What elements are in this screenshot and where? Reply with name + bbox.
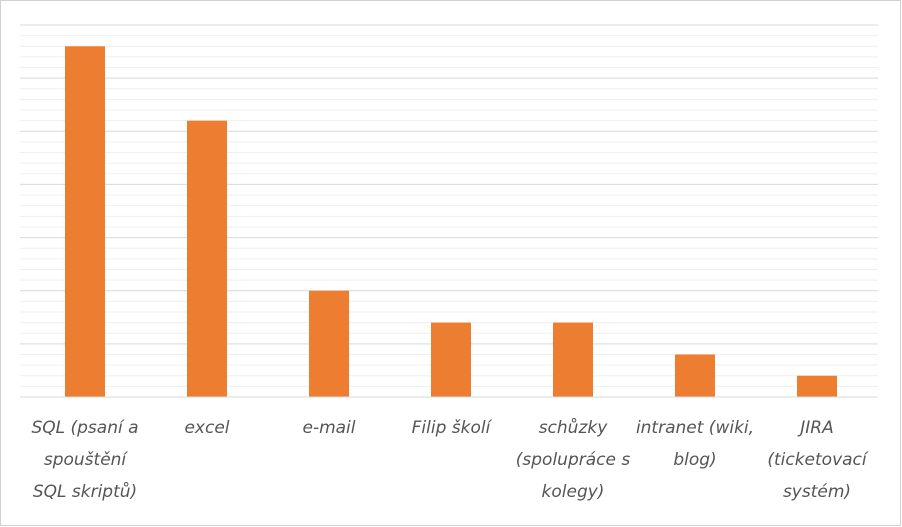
- x-tick-label: SQL (psaní a spouštění SQL skriptů): [31, 418, 139, 502]
- x-tick-label: schůzky (spolupráce s kolegy): [515, 418, 631, 502]
- x-tick-label: Filip školí: [411, 418, 491, 438]
- x-tick-label: excel: [184, 418, 230, 438]
- x-tick-label: e-mail: [302, 418, 356, 438]
- bar: [65, 46, 105, 397]
- x-tick-label: intranet (wiki, blog): [635, 418, 755, 470]
- bar: [431, 322, 471, 397]
- bar: [675, 354, 715, 397]
- bar: [309, 290, 349, 397]
- x-tick-label: JIRA (ticketovací systém): [767, 418, 867, 502]
- bar: [797, 375, 837, 397]
- bar: [187, 120, 227, 398]
- bar: [553, 322, 593, 397]
